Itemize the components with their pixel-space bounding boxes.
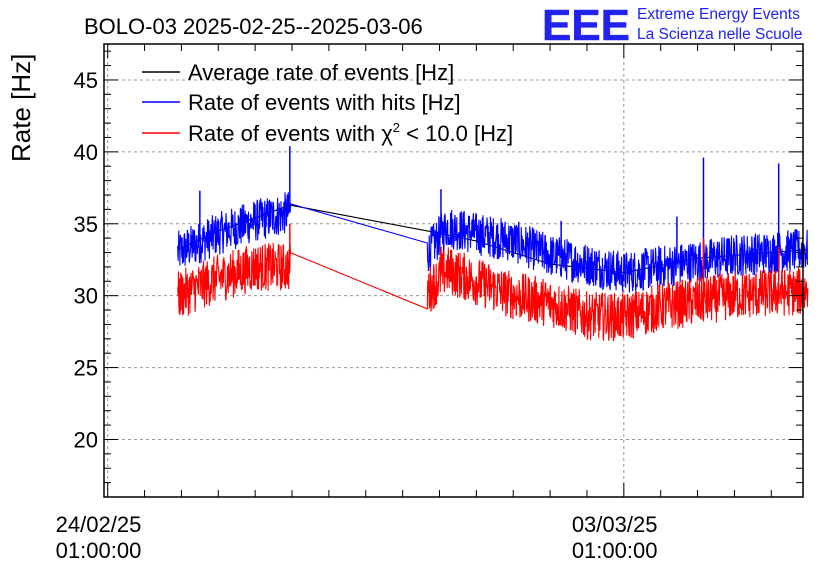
eee-logo-line2: La Scienza nelle Scuole <box>637 26 802 43</box>
legend-label-chi2: Rate of events with χ2 < 10.0 [Hz] <box>188 120 513 146</box>
axis-ticks <box>104 44 803 498</box>
legend-label-average: Average rate of events [Hz] <box>188 60 454 85</box>
x-tick-date-0: 24/02/25 <box>56 512 142 537</box>
chart-title: BOLO-03 2025-02-25--2025-03-06 <box>84 14 423 39</box>
y-axis-label: Rate [Hz] <box>6 54 36 162</box>
x-tick-time-0: 01:00:00 <box>56 538 142 563</box>
eee-logo: EEE Extreme Energy Events La Scienza nel… <box>542 1 803 51</box>
series-line-2 <box>177 242 809 342</box>
x-tick-time-1: 01:00:00 <box>572 538 658 563</box>
y-tick-label-35: 35 <box>74 212 98 237</box>
series-layer <box>177 146 809 342</box>
legend-label-hits: Rate of events with hits [Hz] <box>188 90 461 115</box>
y-tick-label-25: 25 <box>74 356 98 381</box>
tick-labels: 20253035404524/02/2501:00:0003/03/2501:0… <box>56 68 658 563</box>
y-tick-label-45: 45 <box>74 68 98 93</box>
x-tick-date-1: 03/03/25 <box>572 512 658 537</box>
y-tick-label-30: 30 <box>74 284 98 309</box>
eee-logo-line1: Extreme Energy Events <box>637 6 800 23</box>
legend: Average rate of events [Hz] Rate of even… <box>142 60 513 146</box>
y-tick-label-20: 20 <box>74 427 98 452</box>
series-line-1 <box>177 192 809 293</box>
plot-frame <box>103 43 804 498</box>
y-tick-label-40: 40 <box>74 140 98 165</box>
eee-logo-mark: EEE <box>542 1 630 50</box>
